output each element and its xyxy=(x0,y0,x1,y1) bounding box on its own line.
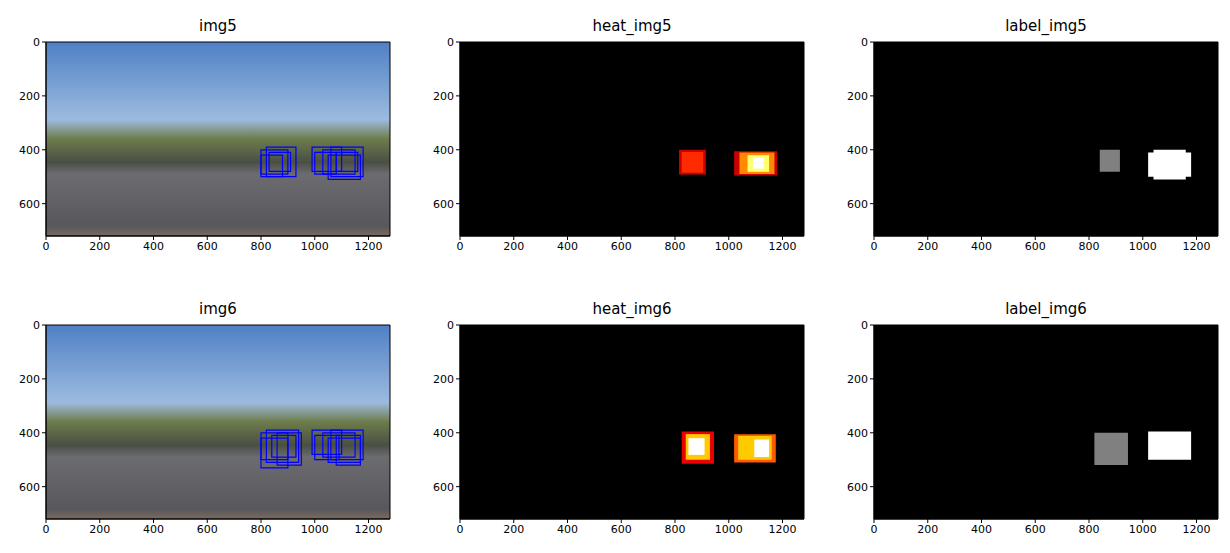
svg-text:600: 600 xyxy=(847,198,868,211)
svg-text:1200: 1200 xyxy=(769,240,797,253)
svg-text:200: 200 xyxy=(19,373,40,386)
svg-text:800: 800 xyxy=(1079,523,1100,536)
svg-text:200: 200 xyxy=(503,240,524,253)
svg-text:800: 800 xyxy=(665,523,686,536)
svg-text:600: 600 xyxy=(19,481,40,494)
html-text:img5: img5 xyxy=(199,17,237,35)
svg-text:800: 800 xyxy=(251,523,272,536)
svg-text:0: 0 xyxy=(457,240,464,253)
svg-text:1000: 1000 xyxy=(301,523,329,536)
svg-text:0: 0 xyxy=(871,240,878,253)
svg-text:600: 600 xyxy=(611,523,632,536)
svg-text:400: 400 xyxy=(971,523,992,536)
html-text:heat_img5: heat_img5 xyxy=(592,17,672,35)
html-text:heat_img6: heat_img6 xyxy=(592,300,672,318)
svg-text:400: 400 xyxy=(143,240,164,253)
svg-text:400: 400 xyxy=(143,523,164,536)
svg-text:200: 200 xyxy=(847,90,868,103)
svg-text:600: 600 xyxy=(611,240,632,253)
svg-text:400: 400 xyxy=(433,144,454,157)
svg-text:600: 600 xyxy=(1025,240,1046,253)
svg-text:0: 0 xyxy=(43,240,50,253)
svg-text:1200: 1200 xyxy=(1183,523,1211,536)
svg-text:200: 200 xyxy=(917,523,938,536)
svg-text:400: 400 xyxy=(847,427,868,440)
svg-text:200: 200 xyxy=(89,523,110,536)
svg-text:400: 400 xyxy=(971,240,992,253)
svg-text:0: 0 xyxy=(33,319,40,332)
html-text:label_img5: label_img5 xyxy=(1005,17,1087,35)
svg-text:400: 400 xyxy=(557,523,578,536)
svg-text:600: 600 xyxy=(433,198,454,211)
svg-text:0: 0 xyxy=(871,523,878,536)
svg-text:600: 600 xyxy=(197,523,218,536)
svg-text:200: 200 xyxy=(89,240,110,253)
svg-text:800: 800 xyxy=(665,240,686,253)
svg-text:400: 400 xyxy=(433,427,454,440)
svg-text:600: 600 xyxy=(847,481,868,494)
svg-text:600: 600 xyxy=(1025,523,1046,536)
svg-text:1000: 1000 xyxy=(301,240,329,253)
svg-text:1200: 1200 xyxy=(769,523,797,536)
svg-text:400: 400 xyxy=(19,427,40,440)
html-text:img6: img6 xyxy=(199,300,237,318)
svg-text:600: 600 xyxy=(433,481,454,494)
svg-text:0: 0 xyxy=(861,319,868,332)
svg-text:800: 800 xyxy=(251,240,272,253)
html-text:label_img6: label_img6 xyxy=(1005,300,1087,318)
svg-text:1200: 1200 xyxy=(355,523,383,536)
svg-text:600: 600 xyxy=(19,198,40,211)
svg-text:0: 0 xyxy=(33,36,40,49)
svg-text:200: 200 xyxy=(433,90,454,103)
svg-text:600: 600 xyxy=(197,240,218,253)
svg-text:1200: 1200 xyxy=(355,240,383,253)
svg-text:1000: 1000 xyxy=(715,523,743,536)
svg-text:0: 0 xyxy=(447,319,454,332)
svg-text:1000: 1000 xyxy=(715,240,743,253)
svg-text:0: 0 xyxy=(861,36,868,49)
svg-text:0: 0 xyxy=(457,523,464,536)
svg-text:0: 0 xyxy=(447,36,454,49)
svg-text:400: 400 xyxy=(557,240,578,253)
svg-text:200: 200 xyxy=(503,523,524,536)
svg-text:400: 400 xyxy=(19,144,40,157)
svg-text:1200: 1200 xyxy=(1183,240,1211,253)
svg-text:200: 200 xyxy=(847,373,868,386)
svg-text:200: 200 xyxy=(19,90,40,103)
svg-text:1000: 1000 xyxy=(1129,240,1157,253)
svg-text:0: 0 xyxy=(43,523,50,536)
svg-text:400: 400 xyxy=(847,144,868,157)
svg-text:200: 200 xyxy=(917,240,938,253)
svg-text:800: 800 xyxy=(1079,240,1100,253)
svg-text:200: 200 xyxy=(433,373,454,386)
svg-text:1000: 1000 xyxy=(1129,523,1157,536)
